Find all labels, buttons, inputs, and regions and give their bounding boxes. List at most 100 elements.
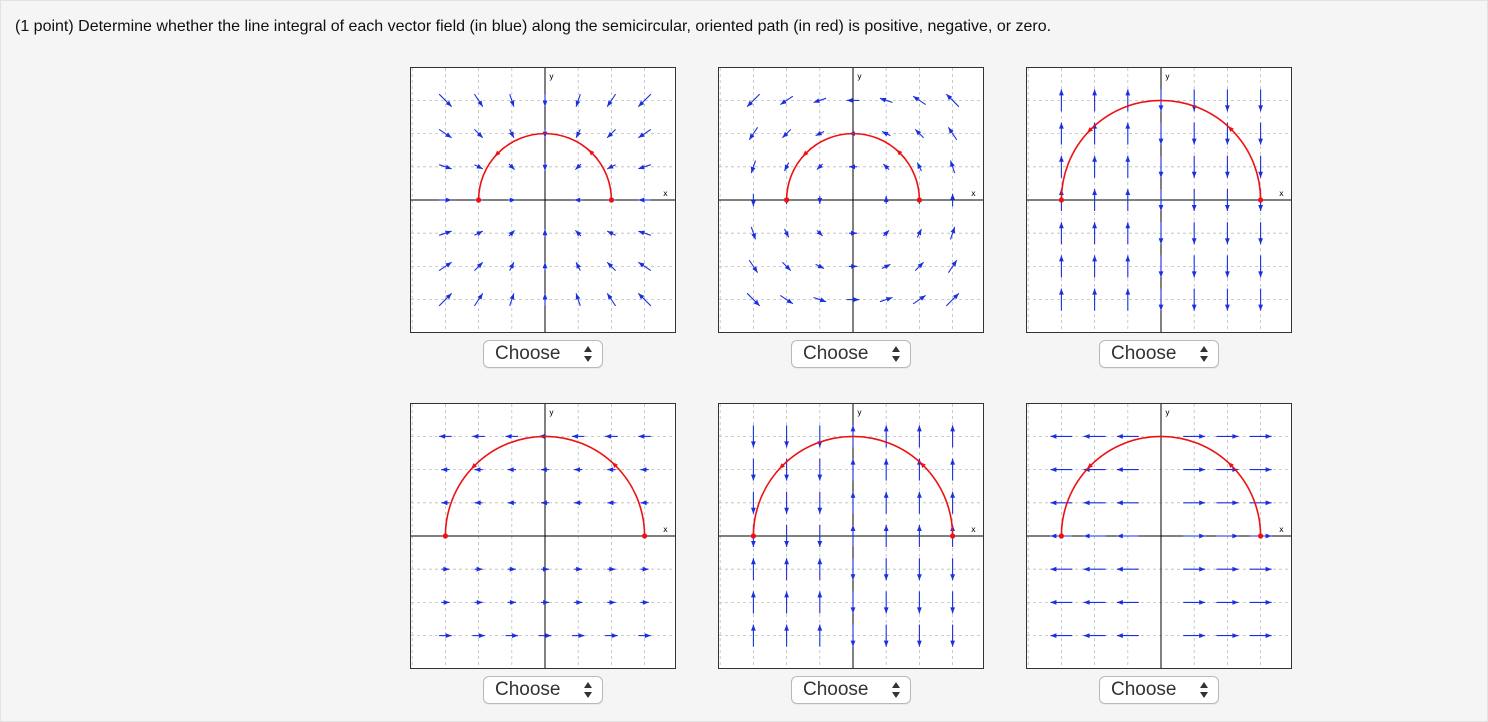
field-arrow xyxy=(472,434,485,439)
field-arrow xyxy=(640,467,649,472)
field-arrow xyxy=(1158,222,1164,245)
field-arrow xyxy=(1125,189,1131,211)
field-arrow xyxy=(850,558,856,581)
field-arrow xyxy=(947,127,958,141)
field-arrow xyxy=(474,230,484,236)
answer-select-4-value: Choose xyxy=(495,679,561,700)
field-arrow xyxy=(541,566,549,572)
field-arrow xyxy=(1116,434,1139,439)
field-arrow xyxy=(850,458,856,481)
field-arrow xyxy=(438,261,452,272)
y-axis-label: y xyxy=(857,72,862,81)
field-arrow xyxy=(507,566,516,572)
field-arrow xyxy=(1050,600,1073,605)
field-arrow xyxy=(782,261,792,271)
field-arrow xyxy=(507,500,516,506)
path-direction-arrow xyxy=(611,461,621,471)
field-arrow xyxy=(507,197,516,203)
x-axis-label: x xyxy=(1279,189,1284,198)
field-arrow xyxy=(1125,288,1131,311)
field-arrow xyxy=(879,296,893,303)
path-direction-arrow xyxy=(802,147,812,157)
field-arrow xyxy=(505,434,519,439)
field-arrow xyxy=(1059,255,1064,278)
field-arrow xyxy=(640,566,649,572)
field-arrow xyxy=(542,262,548,271)
field-arrow xyxy=(950,458,955,481)
field-arrow xyxy=(542,94,548,107)
field-arrow xyxy=(850,591,856,614)
field-arrow xyxy=(883,525,889,547)
field-arrow xyxy=(1249,566,1272,572)
field-arrow xyxy=(540,467,550,472)
chevron-updown-icon xyxy=(892,346,900,362)
field-arrow xyxy=(542,229,548,238)
field-arrow xyxy=(474,500,483,506)
path-direction-arrow xyxy=(470,460,480,470)
field-arrow xyxy=(751,425,756,448)
field-arrow xyxy=(607,467,616,472)
field-arrow xyxy=(883,491,889,514)
field-arrow xyxy=(1249,600,1272,605)
plot-canvas: yx xyxy=(411,404,675,668)
plot-canvas: yx xyxy=(1027,404,1291,668)
field-arrow xyxy=(638,434,651,439)
field-arrow xyxy=(1225,288,1230,311)
plot-canvas: yx xyxy=(1027,68,1291,332)
field-arrow xyxy=(474,164,484,170)
field-arrow xyxy=(1191,189,1197,211)
field-arrow xyxy=(883,196,889,204)
field-arrow xyxy=(571,434,585,439)
path-direction-arrow xyxy=(896,149,906,159)
field-arrow xyxy=(1059,155,1064,178)
answer-select-1[interactable]: Choose xyxy=(483,340,603,368)
field-arrow xyxy=(640,600,649,605)
answer-select-6[interactable]: Choose xyxy=(1099,676,1219,704)
field-arrow xyxy=(574,600,583,605)
y-axis-label: y xyxy=(857,408,862,417)
answer-select-4[interactable]: Choose xyxy=(483,676,603,704)
field-arrow xyxy=(571,633,585,638)
field-arrow xyxy=(1258,222,1263,245)
field-arrow xyxy=(575,129,581,139)
answer-select-5[interactable]: Choose xyxy=(791,676,911,704)
field-arrow xyxy=(1216,500,1239,506)
field-arrow xyxy=(1092,155,1097,178)
field-arrow xyxy=(917,525,922,547)
field-arrow xyxy=(1191,255,1197,278)
field-arrow xyxy=(817,458,823,481)
field-arrow xyxy=(1050,434,1073,439)
field-arrow xyxy=(638,128,652,139)
field-arrow xyxy=(1158,189,1164,211)
field-arrow xyxy=(1125,122,1131,145)
field-arrow xyxy=(1191,122,1197,145)
field-arrow xyxy=(637,93,652,108)
path-end-point xyxy=(476,197,482,203)
chevron-updown-icon xyxy=(584,346,592,362)
field-arrow xyxy=(1216,434,1239,439)
field-arrow xyxy=(883,591,889,614)
field-arrow xyxy=(509,293,515,307)
answer-select-2[interactable]: Choose xyxy=(791,340,911,368)
field-arrow xyxy=(1258,255,1263,278)
path-direction-arrow xyxy=(778,460,788,470)
y-axis-label: y xyxy=(1165,72,1170,81)
field-arrow xyxy=(1092,288,1097,311)
field-arrow xyxy=(945,292,960,307)
field-arrow xyxy=(505,633,519,638)
field-arrow xyxy=(1158,122,1164,145)
field-arrow xyxy=(1083,500,1106,506)
answer-select-3[interactable]: Choose xyxy=(1099,340,1219,368)
field-arrow xyxy=(950,558,955,581)
field-arrow xyxy=(1225,89,1230,112)
field-arrow xyxy=(637,292,652,307)
field-arrow xyxy=(638,230,652,236)
x-axis-label: x xyxy=(663,189,668,198)
field-arrow xyxy=(439,197,452,203)
field-arrow xyxy=(1158,155,1164,178)
field-arrow xyxy=(817,525,823,547)
field-arrow xyxy=(817,558,823,581)
